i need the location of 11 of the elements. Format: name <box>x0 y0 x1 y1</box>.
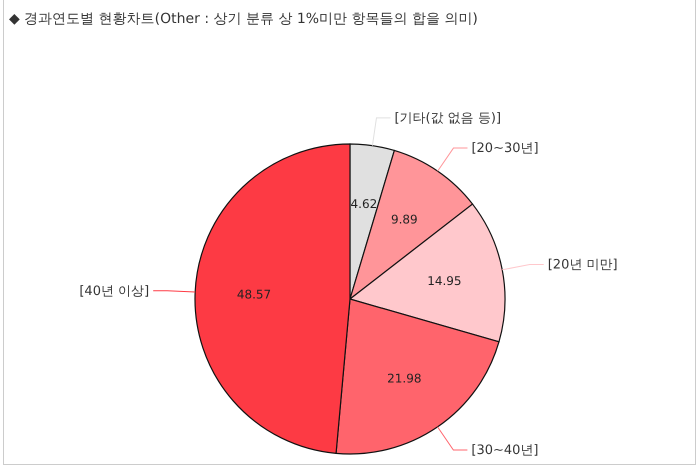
slice-label: [30~40년] <box>471 443 538 458</box>
data-label: 4.62 <box>350 196 378 211</box>
data-label: 48.57 <box>236 288 272 302</box>
slice-label: [20~30년] <box>471 141 539 156</box>
data-label: 9.89 <box>390 212 418 227</box>
slice-label: [40년 이상] <box>79 284 150 299</box>
data-label: 14.95 <box>427 274 462 288</box>
chart-title: ◆ 경과연도별 현황차트(Other : 상기 분류 상 1%미만 항목들의 합을 의미) <box>9 11 478 27</box>
slice-label: [기타(값 없음 등)] <box>394 110 502 126</box>
slice-label: [20년 미만] <box>548 258 618 273</box>
data-label: 21.98 <box>387 371 422 386</box>
